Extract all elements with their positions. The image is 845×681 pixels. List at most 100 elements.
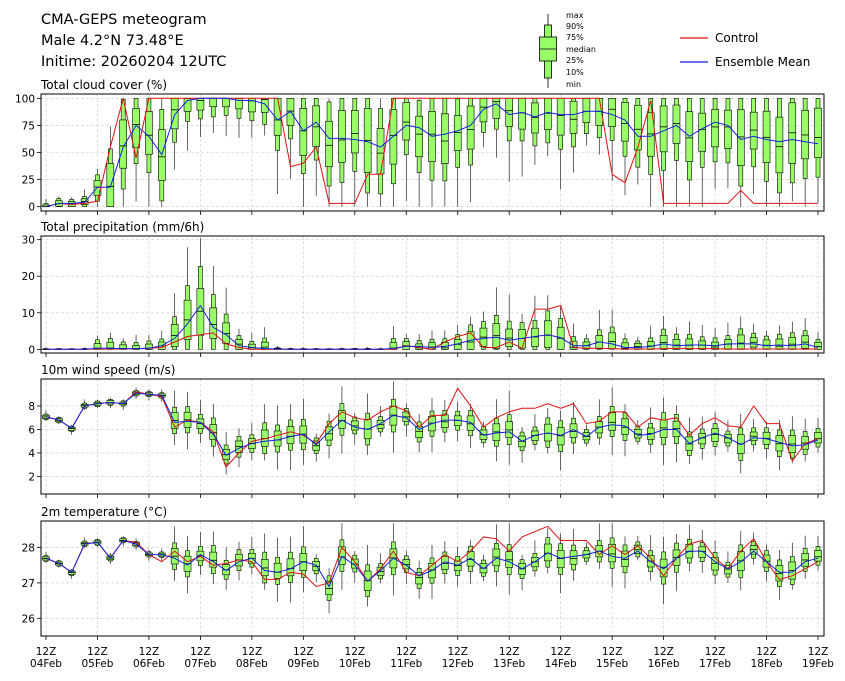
box-inner	[453, 115, 462, 151]
box-step	[814, 98, 822, 203]
box-inner	[556, 550, 565, 569]
box-step	[595, 98, 604, 155]
box-inner	[415, 572, 423, 585]
box-step	[248, 537, 256, 575]
box-step	[724, 98, 732, 189]
y-tick-label: 0	[28, 202, 35, 214]
box-step	[209, 97, 218, 133]
box-step	[608, 387, 616, 456]
box-inner	[698, 433, 707, 445]
box-step	[466, 404, 475, 449]
box-step	[801, 535, 809, 579]
panel-2: Total precipitation (mm/6h) 0 10 20 30	[22, 220, 825, 357]
y-tick-label: 26	[22, 613, 36, 625]
ensemble-mean-line	[45, 392, 819, 456]
box-inner	[466, 415, 475, 431]
box-step	[325, 568, 333, 614]
y-tick-label: 27	[22, 578, 35, 590]
box-step	[415, 560, 423, 599]
box-step	[698, 98, 707, 207]
box-step	[595, 523, 604, 569]
control-line	[45, 387, 819, 468]
key-label-75: 75%	[566, 33, 584, 42]
box-inner	[466, 105, 475, 150]
box-inner	[93, 180, 102, 196]
box-inner	[659, 419, 668, 438]
box-step	[724, 420, 732, 452]
box-step	[363, 545, 372, 607]
box-inner	[402, 102, 411, 141]
panel-title: Total precipitation (mm/6h)	[40, 220, 204, 234]
control-line	[46, 304, 818, 350]
box-step	[158, 98, 166, 207]
box-inner	[749, 111, 758, 150]
figure-initime: Initime: 20260204 12UTC	[41, 54, 226, 70]
box-inner	[132, 345, 140, 350]
box-step	[569, 402, 578, 454]
box-step	[724, 551, 732, 583]
x-tick-label-hour: 12Z	[190, 646, 211, 658]
box-step	[132, 98, 140, 202]
box-inner	[441, 113, 449, 164]
box-step	[736, 316, 745, 350]
box-inner	[119, 119, 127, 169]
x-tick-label-hour: 12Z	[87, 646, 108, 658]
box-step	[42, 198, 50, 208]
box-step	[479, 311, 488, 350]
box-step	[299, 98, 308, 207]
box-inner	[273, 562, 282, 579]
box-step	[775, 98, 784, 207]
box-step	[170, 390, 179, 446]
box-step	[466, 98, 475, 203]
box-step	[672, 405, 681, 463]
box-step	[196, 238, 205, 350]
box-step	[608, 523, 616, 587]
box-step	[711, 411, 719, 456]
x-tick-label-date: 08Feb	[236, 658, 268, 670]
box-step	[646, 98, 655, 207]
box-inner	[814, 342, 822, 350]
box-step	[531, 414, 539, 451]
box-step	[814, 535, 822, 571]
box-inner	[338, 110, 346, 163]
box-step	[389, 326, 398, 350]
box-step	[569, 528, 578, 581]
x-tick-label-date: 15Feb	[596, 658, 628, 670]
box-step	[672, 98, 681, 207]
box-step	[42, 552, 50, 563]
box-inner	[209, 307, 218, 339]
box-step	[775, 420, 784, 470]
box-inner	[543, 98, 552, 130]
x-tick-label-date: 12Feb	[442, 658, 474, 670]
box-inner	[415, 115, 423, 158]
box-step	[543, 527, 552, 574]
box-inner	[775, 565, 784, 582]
box-step	[646, 407, 655, 454]
x-tick-label-date: 07Feb	[184, 658, 216, 670]
x-tick-label-hour: 12Z	[705, 646, 726, 658]
x-tick-label-date: 18Feb	[751, 658, 783, 670]
box-inner	[736, 334, 745, 350]
box-step	[260, 327, 269, 350]
box-inner	[711, 428, 719, 442]
box-step	[479, 554, 488, 581]
key-label-median: median	[566, 45, 596, 54]
box-inner	[724, 565, 732, 575]
y-tick-label: 0	[28, 344, 35, 356]
box-step	[55, 196, 63, 207]
ensemble-mean-line	[45, 97, 819, 208]
box-step	[518, 554, 526, 591]
box-step	[788, 98, 797, 202]
box-inner	[608, 98, 616, 127]
x-tick-label-date: 17Feb	[699, 658, 731, 670]
box-step	[736, 530, 745, 591]
box-step	[363, 393, 372, 455]
box-step	[93, 335, 102, 350]
box-step	[595, 309, 604, 350]
box-inner	[685, 338, 694, 350]
box-inner	[556, 427, 565, 446]
box-inner	[415, 425, 423, 438]
box-step	[518, 98, 526, 177]
box-step	[80, 537, 89, 548]
x-tick-label-hour: 12Z	[499, 646, 520, 658]
